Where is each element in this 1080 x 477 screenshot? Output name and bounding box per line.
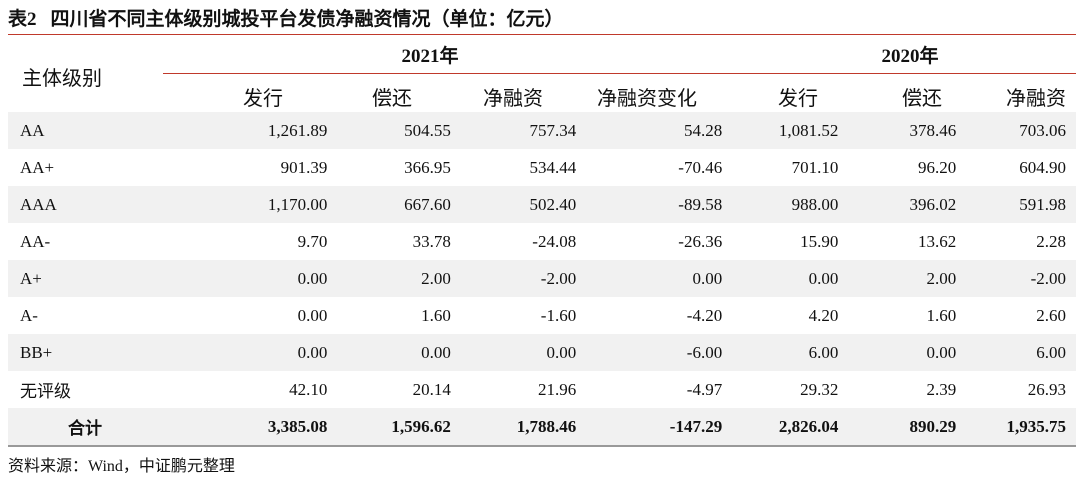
value-cell: 0.00 [297, 342, 328, 362]
value-cell: -4.97 [686, 379, 723, 399]
value-cell: -2.00 [1030, 268, 1066, 288]
col-header: 偿还 [902, 88, 942, 110]
value-cell: 890.29 [909, 416, 957, 436]
table-row: AA+ 901.39 366.95 534.44 -70.46 701.10 96.20 60… [8, 149, 1076, 186]
value-cell: 54.28 [683, 120, 723, 140]
table-row: A- 0.00 1.60 -1.60 -4.20 4.20 1.60 2.60 [8, 297, 1076, 334]
value-cell: -70.46 [678, 157, 723, 177]
year-2020-header: 2020年 [881, 46, 939, 67]
table-caption: 四川省不同主体级别城投平台发债净融资情况（单位：亿元） [50, 9, 564, 30]
value-cell: 1,935.75 [1006, 416, 1067, 436]
value-cell: 701.10 [791, 157, 839, 177]
value-cell: 2.00 [421, 268, 451, 288]
header-rule [163, 73, 1076, 74]
grade-cell: A- [20, 305, 38, 325]
col-header: 偿还 [372, 88, 412, 110]
value-cell: 0.00 [692, 268, 723, 288]
value-cell: 2.60 [1036, 305, 1066, 325]
value-cell: 901.39 [280, 157, 328, 177]
value-cell: 13.62 [918, 231, 957, 251]
value-cell: 366.95 [404, 157, 451, 177]
value-cell: -89.58 [678, 194, 723, 214]
table-row: 无评级 42.10 20.14 21.96 -4.97 29.32 2.39 26.93 [8, 371, 1076, 408]
value-cell: 9.70 [297, 231, 328, 251]
value-cell: 3,385.08 [267, 416, 328, 436]
value-cell: 502.40 [529, 194, 577, 214]
value-cell: 604.90 [1019, 157, 1066, 177]
value-cell: -6.00 [686, 342, 723, 362]
table-row: AA- 9.70 33.78 -24.08 -26.36 15.90 13.62 2.28 [8, 223, 1076, 260]
table-row: AA 1,261.89 504.55 757.34 54.28 1,081.52 378.4… [8, 112, 1076, 149]
table-row: A+ 0.00 2.00 -2.00 0.00 0.00 2.00 -2.00 [8, 260, 1076, 297]
grade-cell: AA- [20, 231, 51, 251]
grade-cell: BB+ [20, 342, 53, 362]
value-cell: 1.60 [421, 305, 451, 325]
value-cell: 15.90 [800, 231, 839, 251]
top-rule [8, 34, 1076, 35]
value-cell: 0.00 [297, 305, 328, 325]
grade-cell: A+ [20, 268, 42, 288]
col-header: 净融资 [483, 88, 543, 110]
value-cell: 378.46 [909, 120, 957, 140]
col-header: 发行 [778, 88, 818, 110]
source-note: 资料来源：Wind，中证鹏元整理 [8, 458, 235, 475]
value-cell: -4.20 [686, 305, 723, 325]
value-cell: 1,170.00 [267, 194, 328, 214]
value-cell: 6.00 [1036, 342, 1066, 362]
value-cell: 0.00 [297, 268, 328, 288]
table-number: 表2 [8, 9, 37, 30]
value-cell: 1,261.89 [267, 120, 328, 140]
grade-cell: AAA [20, 194, 57, 214]
value-cell: 591.98 [1019, 194, 1066, 214]
value-cell: 396.02 [909, 194, 957, 214]
value-cell: 534.44 [529, 157, 577, 177]
value-cell: -26.36 [678, 231, 723, 251]
value-cell: 988.00 [791, 194, 839, 214]
value-cell: 2,826.04 [778, 416, 839, 436]
value-cell: -1.60 [540, 305, 577, 325]
value-cell: 0.00 [808, 268, 839, 288]
year-2021-header: 2021年 [401, 46, 459, 67]
value-cell: 42.10 [289, 379, 328, 399]
grade-header: 主体级别 [22, 68, 102, 90]
value-cell: 20.14 [412, 379, 451, 399]
value-cell: 6.00 [808, 342, 839, 362]
value-cell: -24.08 [532, 231, 577, 251]
value-cell: 96.20 [918, 157, 957, 177]
value-cell: 0.00 [421, 342, 451, 362]
table-title: 表2 四川省不同主体级别城投平台发债净融资情况（单位：亿元） [8, 4, 564, 31]
value-cell: 4.20 [808, 305, 839, 325]
grade-cell: 合计 [68, 419, 102, 438]
value-cell: 0.00 [546, 342, 577, 362]
value-cell: 1,788.46 [516, 416, 577, 436]
value-cell: 504.55 [404, 120, 451, 140]
value-cell: 667.60 [404, 194, 451, 214]
table-row: BB+ 0.00 0.00 0.00 -6.00 6.00 0.00 6.00 [8, 334, 1076, 371]
value-cell: 757.34 [529, 120, 577, 140]
table-row: AAA 1,170.00 667.60 502.40 -89.58 988.00 396.0… [8, 186, 1076, 223]
total-row: 合计 3,385.08 1,596.62 1,788.46 -147.29 2,826.0… [8, 408, 1076, 446]
value-cell: 0.00 [926, 342, 957, 362]
col-header: 净融资 [1006, 88, 1066, 110]
grade-cell: 无评级 [20, 382, 71, 401]
value-cell: -2.00 [540, 268, 577, 288]
col-header: 发行 [243, 88, 283, 110]
value-cell: 1,596.62 [391, 416, 451, 436]
value-cell: 1.60 [926, 305, 957, 325]
value-cell: 2.00 [926, 268, 957, 288]
value-cell: 33.78 [412, 231, 451, 251]
value-cell: 2.28 [1036, 231, 1066, 251]
data-table: AA 1,261.89 504.55 757.34 54.28 1,081.52 378.4… [8, 112, 1076, 447]
value-cell: -147.29 [669, 416, 723, 436]
value-cell: 2.39 [926, 379, 957, 399]
col-header: 净融资变化 [597, 88, 697, 110]
value-cell: 703.06 [1019, 120, 1066, 140]
grade-cell: AA+ [20, 157, 55, 177]
value-cell: 1,081.52 [778, 120, 839, 140]
value-cell: 26.93 [1027, 379, 1066, 399]
value-cell: 29.32 [800, 379, 839, 399]
value-cell: 21.96 [537, 379, 577, 399]
grade-cell: AA [20, 120, 45, 140]
